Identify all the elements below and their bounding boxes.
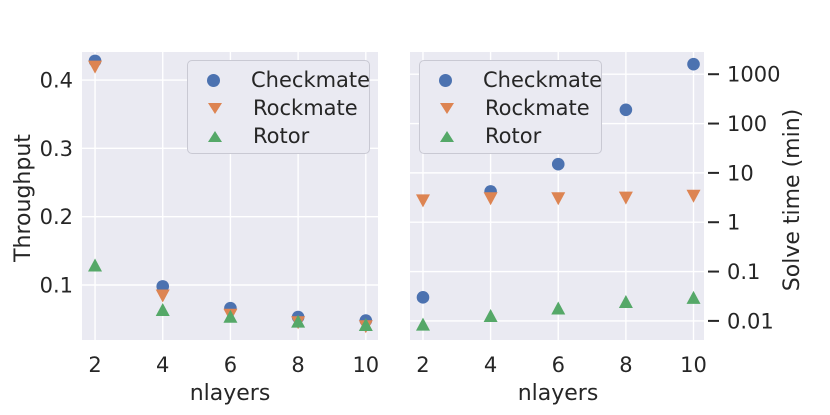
legend-label: Rotor	[485, 123, 542, 148]
x-tick-label: 6	[552, 353, 565, 377]
legend-label: Rockmate	[253, 95, 358, 120]
circle-marker-icon	[207, 73, 220, 87]
marker-rockmate	[155, 289, 170, 303]
marker-rotor	[155, 302, 170, 316]
y-tick-label: 0.1	[40, 273, 73, 297]
right-y-axis-label: Solve time (min)	[780, 108, 805, 292]
legend-label: Checkmate	[483, 67, 603, 92]
x-tick-label: 10	[352, 353, 379, 377]
marker-rotor	[618, 295, 633, 309]
marker-rockmate	[686, 189, 701, 203]
marker-rockmate	[415, 194, 430, 208]
marker-checkmate	[551, 157, 565, 171]
legend-item-rotor: Rotor	[420, 122, 601, 150]
y-tick-label: 1000	[727, 63, 780, 87]
right-x-axis-label: nlayers	[517, 381, 599, 406]
x-tick-label: 10	[680, 353, 707, 377]
marker-rotor	[358, 317, 373, 331]
triangle-up-marker-icon	[207, 130, 222, 142]
y-tick-label: 0.4	[40, 69, 73, 93]
marker-rotor	[223, 309, 238, 323]
y-tick-label: 0.01	[727, 309, 774, 333]
rotor-marker	[439, 130, 454, 142]
legend-label: Rotor	[253, 123, 310, 148]
marker-checkmate	[416, 291, 430, 304]
legend-right: Checkmate Rockmate Rotor	[419, 60, 602, 154]
legend-item-rotor: Rotor	[188, 122, 369, 150]
legend-item-rockmate: Rockmate	[188, 94, 369, 122]
checkmate-marker	[439, 73, 452, 87]
x-tick-label: 8	[619, 353, 632, 377]
legend-label: Checkmate	[251, 67, 371, 92]
marker-rockmate	[483, 192, 498, 206]
marker-checkmate	[619, 103, 633, 117]
marker-rotor	[415, 317, 430, 331]
triangle-down-marker-icon	[439, 102, 454, 114]
marker-rockmate	[551, 192, 566, 206]
marker-rotor	[551, 301, 566, 315]
legend-label: Rockmate	[485, 95, 590, 120]
rotor-marker	[207, 130, 222, 142]
left-x-axis-label: nlayers	[189, 381, 271, 406]
y-tick-label: 0.3	[40, 137, 73, 161]
y-tick-label: 0.2	[40, 205, 73, 229]
marker-rotor	[483, 308, 498, 322]
y-tick-label: 1	[727, 211, 740, 235]
legend-left: Checkmate Rockmate Rotor	[187, 60, 370, 154]
triangle-down-marker-icon	[207, 102, 222, 114]
rockmate-marker	[207, 102, 222, 114]
marker-rotor	[88, 258, 103, 272]
x-tick-label: 4	[156, 353, 169, 377]
triangle-up-marker-icon	[439, 130, 454, 142]
marker-rotor	[291, 314, 306, 328]
x-tick-label: 8	[291, 353, 304, 377]
left-y-axis-label: Throughput	[11, 134, 36, 262]
marker-rockmate	[618, 191, 633, 205]
legend-item-checkmate: Checkmate	[188, 66, 371, 94]
legend-item-rockmate: Rockmate	[420, 94, 601, 122]
y-tick-label: 0.1	[727, 260, 760, 284]
marker-checkmate	[687, 57, 700, 71]
circle-marker-icon	[439, 73, 452, 87]
legend-item-checkmate: Checkmate	[420, 66, 603, 94]
x-tick-label: 2	[88, 353, 101, 377]
y-tick-label: 10	[727, 161, 754, 185]
x-tick-label: 6	[224, 353, 237, 377]
x-tick-label: 4	[484, 353, 497, 377]
marker-rotor	[686, 290, 701, 304]
y-tick-label: 100	[727, 112, 767, 136]
checkmate-marker	[207, 73, 220, 87]
rockmate-marker	[439, 102, 454, 114]
marker-checkmate	[156, 280, 170, 293]
marker-rockmate	[88, 60, 103, 74]
x-tick-label: 2	[416, 353, 429, 377]
